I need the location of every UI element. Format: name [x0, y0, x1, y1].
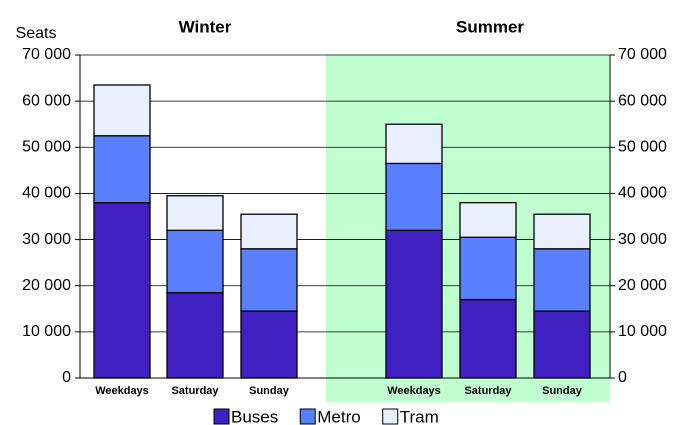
y-tick-label: 50 000	[22, 139, 71, 156]
x-tick-label: Sunday	[542, 385, 583, 397]
legend-swatch	[299, 408, 316, 425]
y-tick-label: 70 000	[22, 46, 71, 63]
y2-tick-label: 40 000	[618, 185, 667, 202]
bar-segment	[93, 135, 151, 204]
bar-segment	[385, 123, 443, 165]
bar-segment	[385, 229, 443, 379]
bar-segment	[93, 202, 151, 379]
y2-tick-label: 30 000	[618, 231, 667, 248]
x-tick-label: Weekdays	[95, 385, 149, 397]
y-tick-label: 40 000	[22, 185, 71, 202]
bar-segment	[385, 162, 443, 231]
y2-tick-label: 70 000	[618, 46, 667, 63]
bar-segment	[240, 310, 298, 379]
bar-segment	[533, 248, 591, 312]
y2-tick-label: 20 000	[618, 277, 667, 294]
legend-label: Buses	[231, 407, 278, 425]
y-tick-label: 60 000	[22, 92, 71, 109]
group-title: Winter	[179, 17, 232, 36]
legend-swatch	[213, 408, 230, 425]
group-title: Summer	[456, 17, 524, 36]
y-tick-label: 10 000	[22, 323, 71, 340]
bar-segment	[533, 310, 591, 379]
y2-tick-label: 10 000	[618, 323, 667, 340]
y-tick-label: 20 000	[22, 277, 71, 294]
bar-segment	[166, 229, 224, 294]
y-tick-label: 30 000	[22, 231, 71, 248]
x-tick-label: Saturday	[464, 385, 512, 397]
x-tick-label: Saturday	[171, 385, 219, 397]
y2-tick-label: 50 000	[618, 139, 667, 156]
bar-segment	[166, 195, 224, 231]
legend-label: Tram	[400, 407, 439, 425]
bar-segment	[240, 248, 298, 312]
bar-segment	[459, 236, 517, 301]
x-tick-label: Weekdays	[387, 385, 441, 397]
y-tick-label: 0	[62, 369, 71, 386]
bar-segment	[93, 84, 151, 137]
bar-segment	[459, 298, 517, 379]
bar-segment	[459, 202, 517, 238]
y2-tick-label: 60 000	[618, 92, 667, 109]
legend-swatch	[382, 408, 399, 425]
bar-segment	[240, 213, 298, 250]
x-tick-label: Sunday	[249, 385, 290, 397]
bar-segment	[533, 213, 591, 250]
y2-tick-label: 0	[618, 369, 627, 386]
bar-segment	[166, 291, 224, 379]
y-axis-label: Seats	[16, 25, 57, 42]
legend-label: Metro	[317, 407, 360, 425]
